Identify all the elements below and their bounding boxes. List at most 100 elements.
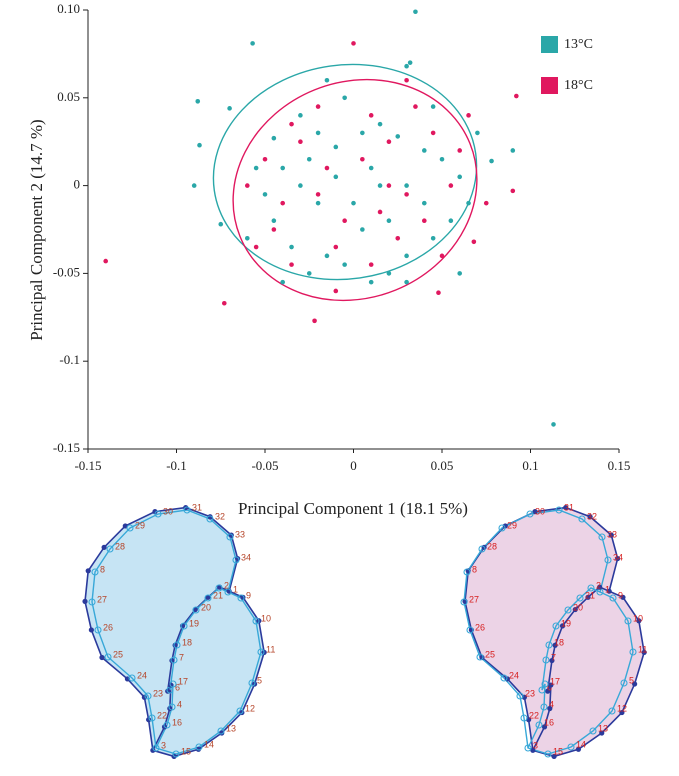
landmark-dark [532,509,538,515]
x-axis-title: Principal Component 1 (18.1 5%) [238,499,468,518]
point [368,165,374,171]
point [368,279,374,285]
landmark-light [552,622,560,630]
landmark-dark [572,606,578,613]
x-tick-label: -0.05 [251,458,278,473]
landmark-label: 17 [178,676,188,686]
point [289,262,294,267]
point [439,253,445,259]
point [333,244,339,250]
landmark-light [460,598,468,606]
landmark-dark [549,657,555,664]
point [333,174,339,180]
landmark-dark [502,523,508,529]
landmark-light [524,744,532,752]
point [448,183,454,188]
landmark-label: 2 [596,580,601,590]
landmark-light [620,679,628,687]
landmark-label: 27 [97,594,107,604]
landmark-dark [636,618,642,624]
landmark-light [257,648,265,656]
landmark-dark [146,717,152,723]
landmark-label: 14 [576,739,586,749]
landmark-label: 23 [525,688,535,698]
point [386,183,392,188]
landmark-label: 24 [509,670,519,680]
point [413,9,418,15]
landmark-label: 8 [100,564,105,574]
confidence-ellipse [212,63,478,281]
landmark-label: 2 [224,580,229,590]
point [395,134,401,139]
landmark-dark [152,509,158,515]
point [457,148,463,153]
landmark-light [226,533,234,541]
landmark-label: 7 [551,652,556,662]
landmark-label: 34 [613,552,623,562]
landmark-dark [615,555,621,562]
point [551,422,556,427]
point [262,156,268,162]
landmark-label: 11 [266,644,275,654]
point [436,290,441,296]
landmark-light [169,680,177,688]
landmark-label: 3 [533,740,538,750]
landmark-label: 4 [549,699,554,709]
landmark-dark [575,746,582,752]
landmark-dark [641,649,647,656]
landmark-label: 19 [189,618,199,628]
landmark-panel: 1234567891011121314151617181920212223242… [460,502,647,760]
legend-label: 13°C [564,37,593,52]
landmark-label: 10 [633,613,643,623]
point [351,41,356,46]
y-tick-label: -0.1 [59,352,80,367]
landmark-label: 6 [175,682,180,692]
landmark-light [463,568,471,576]
landmark-label: 18 [554,637,564,647]
point [103,258,108,264]
point [404,253,409,259]
landmark-label: 12 [617,703,627,713]
point [280,165,286,171]
point [312,318,317,324]
point [386,271,392,276]
landmark-light [94,626,102,634]
y-tick-label: -0.05 [53,264,80,279]
landmark-light [248,679,256,687]
landmark-label: 31 [192,502,202,512]
point [395,235,401,241]
landmark-light [237,594,245,602]
landmark-label: 15 [553,746,563,756]
landmark-dark [563,504,569,511]
landmark-light [148,714,156,722]
point [404,279,409,285]
landmark-light [170,656,178,664]
landmark-dark [632,681,638,687]
landmark-dark [545,688,551,694]
landmark-light [217,727,225,735]
landmark-label: 29 [135,520,145,530]
landmark-light [204,594,212,602]
point [510,188,516,194]
point [448,218,454,224]
landmark-label: 30 [535,506,545,516]
landmark-light [88,598,96,606]
landmark-light [91,568,99,576]
point [191,183,197,188]
point [422,218,427,224]
point [342,218,347,224]
landmark-dark [88,627,94,633]
landmark-light [516,692,524,700]
legend-label: 18°C [564,78,593,93]
point [439,156,445,162]
point [271,218,277,224]
landmark-label: 12 [245,703,255,713]
point [457,271,463,276]
point [250,41,255,46]
point [422,200,427,206]
landmark-label: 26 [103,622,113,632]
point [315,192,321,197]
landmark-dark [619,709,625,716]
landmark-light [195,743,203,751]
landmark-light [624,617,632,625]
